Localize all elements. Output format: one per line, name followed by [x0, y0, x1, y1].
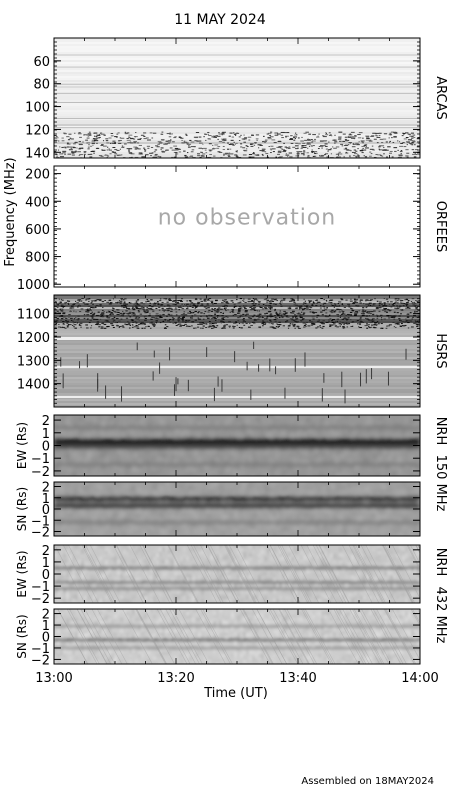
hsrs-instrument-label: HSRS [433, 333, 448, 368]
nrh150_ew-image [54, 415, 420, 476]
time-axis: 13:00 13:20 13:40 14:00 [35, 671, 438, 686]
nrh150_ew-ylabel: EW (Rs) [15, 422, 29, 469]
nrh150_sn-ytick-label: −1 [31, 514, 50, 529]
arcas-instrument-label: ARCAS [433, 76, 448, 120]
time-tick-label: 13:20 [157, 671, 194, 686]
panel-nrh432_sn: 210−1−2SN (Rs) [15, 608, 421, 668]
nrh150_ew-ytick-label: 2 [42, 414, 50, 429]
nrh150_ew-ytick-label: −2 [31, 465, 50, 480]
panel-arcas: 60 80 100 120 140 ARCAS [25, 37, 448, 161]
nrh150_ew-ytick-label: 0 [42, 440, 50, 455]
nrh150_sn-ytick-label: −2 [31, 526, 50, 541]
panel-nrh432_ew: 210−1−2EW (Rs) [15, 544, 421, 607]
arcas-image [54, 38, 420, 158]
orfees-instrument-label: ORFEES [433, 201, 448, 252]
nrh150_sn-image [54, 482, 420, 536]
nrh432_ew-ytick-label: 0 [42, 568, 50, 583]
arcas-ytick-label: 120 [25, 123, 50, 138]
orfees-ytick-label: 800 [25, 251, 50, 266]
nrh432_sn-ylabel: SN (Rs) [15, 614, 29, 658]
time-tick-label: 14:00 [401, 671, 438, 686]
nrh-432-instrument-label: NRH [433, 548, 448, 577]
nrh150_sn-ylabel: SN (Rs) [15, 487, 29, 531]
panel-hsrs: 1100 1200 1300 1400 HSRS [17, 294, 448, 408]
panel-orfees: 200 400 600 800 1000 ORFEES no observation [17, 165, 448, 293]
no-observation-label: no observation [158, 206, 337, 231]
nrh150_sn-ytick-label: 0 [42, 503, 50, 518]
nrh-432-side-label: NRH 432 MHz [433, 548, 448, 644]
hsrs-ytick-label: 1300 [17, 354, 50, 369]
nrh432_ew-image [54, 545, 420, 603]
arcas-ytick-label: 60 [33, 55, 50, 70]
time-axis-label: Time (UT) [203, 686, 268, 701]
nrh-150-instrument-label: NRH [433, 417, 448, 446]
hsrs-ytick-label: 1100 [17, 308, 50, 323]
nrh432_ew-ytick-label: −2 [31, 592, 50, 607]
nrh432_sn-ytick-label: −1 [31, 642, 50, 657]
nrh150_sn-ytick-label: 2 [42, 481, 50, 496]
nrh432_ew-ytick-label: 2 [42, 544, 50, 559]
nrh-432-frequency-label: 432 MHz [433, 587, 448, 644]
nrh150_sn-ytick-label: 1 [42, 492, 50, 507]
frequency-axis-label: Frequency (MHz) [3, 157, 18, 266]
orfees-ytick-label: 1000 [17, 278, 50, 293]
time-tick-label: 13:40 [279, 671, 316, 686]
arcas-ytick-label: 140 [25, 146, 50, 161]
nrh432_sn-ytick-label: 0 [42, 631, 50, 646]
orfees-ytick-label: 600 [25, 223, 50, 238]
panel-nrh150_ew: 210−1−2EW (Rs) [15, 414, 421, 480]
assembled-note: Assembled on 18MAY2024 [301, 776, 434, 787]
nrh150_ew-ytick-label: 1 [42, 427, 50, 442]
orfees-ytick-label: 200 [25, 168, 50, 183]
hsrs-ytick-label: 1400 [17, 378, 50, 393]
arcas-ytick-label: 100 [25, 101, 50, 116]
nrh150_ew-ytick-label: −1 [31, 452, 50, 467]
orfees-ytick-label: 400 [25, 195, 50, 210]
nrh432_sn-image [54, 609, 420, 664]
time-tick-label: 13:00 [35, 671, 72, 686]
nrh-150-frequency-label: 150 MHz [433, 455, 448, 512]
nrh432_sn-ytick-label: 2 [42, 608, 50, 623]
arcas-ytick-label: 80 [33, 78, 50, 93]
figure-title: 11 MAY 2024 [174, 12, 266, 28]
hsrs-image [54, 295, 420, 407]
nrh432_ew-ylabel: EW (Rs) [15, 550, 29, 597]
nrh432_ew-ytick-label: −1 [31, 580, 50, 595]
hsrs-ytick-label: 1200 [17, 331, 50, 346]
nrh432_ew-ytick-label: 1 [42, 556, 50, 571]
nrh432_sn-ytick-label: 1 [42, 619, 50, 634]
nrh-150-side-label: NRH 150 MHz [433, 417, 448, 512]
nrh432_sn-ytick-label: −2 [31, 653, 50, 668]
panel-nrh150_sn: 210−1−2SN (Rs) [15, 481, 421, 541]
orfees-image [54, 166, 420, 287]
